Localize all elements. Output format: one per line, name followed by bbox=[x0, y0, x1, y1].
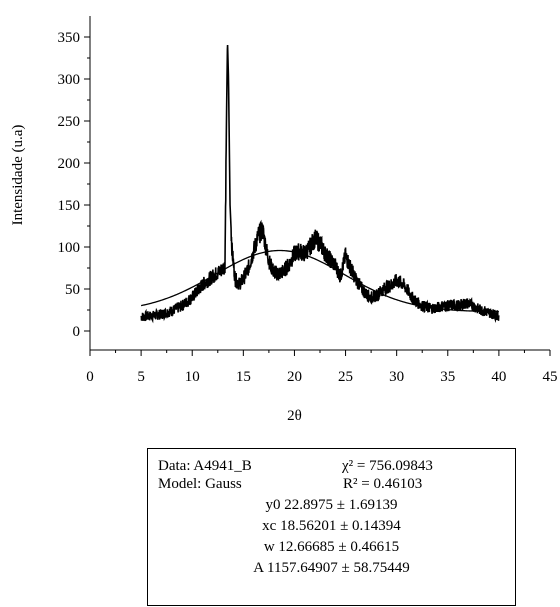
y-tick-label: 250 bbox=[58, 114, 81, 130]
fit-results-box: Data: A4941_B χ² = 756.09843 Model: Gaus… bbox=[147, 448, 516, 606]
y-tick-label: 50 bbox=[65, 282, 80, 298]
x-axis-title: 2θ bbox=[287, 408, 302, 424]
fit-param-y0: y0 22.8975 ± 1.69139 bbox=[265, 497, 398, 513]
fit-param-xc: xc 18.56201 ± 0.14394 bbox=[262, 518, 401, 534]
y-tick-label: 0 bbox=[73, 324, 81, 340]
x-tick-label: 30 bbox=[389, 369, 404, 385]
x-tick-label: 40 bbox=[491, 369, 506, 385]
y-tick-label: 100 bbox=[58, 240, 81, 256]
fit-r-squared: R² = 0.46103 bbox=[343, 476, 423, 492]
fit-param-w: w 12.66685 ± 0.46615 bbox=[263, 539, 400, 555]
x-axis-ticks: 0 5 10 15 20 25 30 35 40 45 bbox=[86, 350, 558, 385]
y-tick-label: 300 bbox=[58, 72, 81, 88]
fit-chi-square: χ² = 756.09843 bbox=[342, 458, 433, 474]
series-data-line bbox=[140, 44, 500, 324]
xrd-chart: 0 50 100 150 200 250 300 350 0 5 10 15 20 25 30 35 40 45… bbox=[10, 16, 558, 424]
fit-param-a: A 1157.64907 ± 58.75449 bbox=[253, 560, 410, 576]
series-gauss-fit-line bbox=[140, 249, 499, 313]
fit-model-label: Model: Gauss bbox=[158, 476, 242, 492]
y-axis-title: Intensidade (u.a) bbox=[10, 125, 26, 226]
y-tick-label: 200 bbox=[58, 156, 81, 172]
x-tick-label: 0 bbox=[86, 369, 94, 385]
x-tick-label: 35 bbox=[440, 369, 455, 385]
x-tick-label: 20 bbox=[287, 369, 302, 385]
y-tick-label: 350 bbox=[58, 30, 81, 46]
x-tick-label: 15 bbox=[236, 369, 251, 385]
y-tick-label: 150 bbox=[58, 198, 81, 214]
x-tick-label: 10 bbox=[185, 369, 200, 385]
x-tick-label: 25 bbox=[338, 369, 353, 385]
x-tick-label: 45 bbox=[543, 369, 558, 385]
y-axis-ticks: 0 50 100 150 200 250 300 350 bbox=[58, 30, 90, 340]
x-tick-label: 5 bbox=[137, 369, 145, 385]
fit-data-label: Data: A4941_B bbox=[158, 458, 252, 474]
